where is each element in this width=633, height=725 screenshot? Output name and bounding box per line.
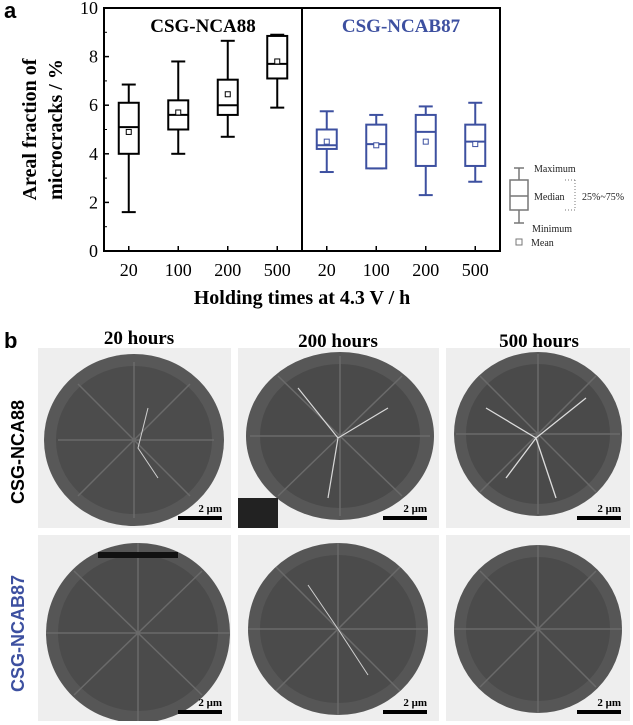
y-tick-label-4: 8 [89,47,98,67]
panel-letter-b: b [4,328,18,353]
scale-bar-ncab87-20h: 2 μm [178,697,222,714]
mean-marker [274,58,281,65]
micrograph-nca88-200h [238,348,439,528]
mean-marker [125,128,132,135]
mean-marker [373,142,380,149]
column-title-20h: 20 hours [103,328,175,349]
y-tick-label-2: 4 [89,144,98,164]
legend-range-label: 25%~75% [582,192,624,203]
micrograph-ncab87-20h [38,535,231,721]
micrograph-ncab87-200h [238,535,439,721]
mean-marker [175,109,182,116]
x-tick-label-1-1: 100 [363,260,390,280]
panel-letter-a: a [4,0,17,23]
scale-bar-nca88-200h: 2 μm [383,503,427,520]
row-label-ncab87: CSG-NCAB87 [8,574,28,692]
legend-box [509,179,529,211]
legend-mean-marker [515,238,523,246]
panel-title-0: CSG-NCA88 [150,16,256,37]
scale-bar-nca88-500h: 2 μm [577,503,621,520]
mean-marker [323,138,330,145]
box-0-2 [216,78,239,116]
y-tick-label-3: 6 [89,95,98,115]
mean-marker [422,138,429,145]
micrograph-ncab87-500h [446,535,630,721]
x-tick-label-0-0: 20 [120,260,138,280]
box-0-3 [266,34,289,80]
column-title-200h: 200 hours [298,331,378,352]
x-tick-label-1-0: 20 [318,260,336,280]
micrograph-nca88-500h [446,348,630,528]
row-label-nca88: CSG-NCA88 [8,399,28,504]
legend-mean-label: Mean [531,238,554,249]
scale-bar-ncab87-500h: 2 μm [577,697,621,714]
scale-bar-nca88-20h: 2 μm [178,503,222,520]
micrograph-nca88-20h [38,348,231,528]
x-axis-label: Holding times at 4.3 V / h [194,287,411,309]
y-tick-label-1: 2 [89,192,98,212]
legend-minimum-label: Minimum [532,224,572,235]
x-tick-label-0-2: 200 [214,260,241,280]
x-tick-label-0-3: 500 [264,260,291,280]
box-plot-chart: 0 2 4 6 8 10 Areal fraction of microcracks / % H… [19,0,624,309]
mean-marker [224,91,231,98]
x-tick-label-1-2: 200 [412,260,439,280]
column-title-500h: 500 hours [499,331,579,352]
panel-title-1: CSG-NCAB87 [342,16,461,37]
scale-bar-ncab87-200h: 2 μm [383,697,427,714]
y-axis-label-line-0: Areal fraction of [19,58,41,200]
y-tick-label-0: 0 [89,241,98,261]
box-0-0 [117,101,140,155]
y-axis-label-line-1: microcracks / % [45,59,67,200]
x-tick-label-0-1: 100 [165,260,192,280]
x-tick-label-1-3: 500 [462,260,489,280]
mean-marker [472,141,479,148]
legend-median-label: Median [534,192,565,203]
y-tick-label-5: 10 [80,0,98,18]
legend-maximum-label: Maximum [534,164,576,175]
